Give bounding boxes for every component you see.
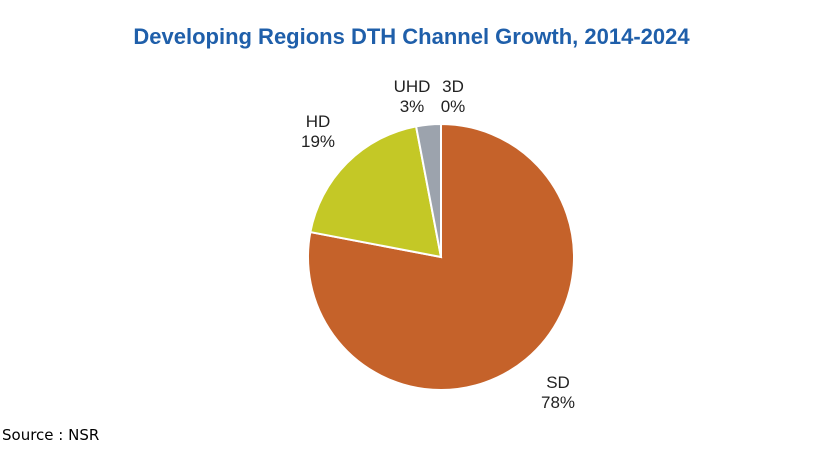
source-note: Source : NSR <box>2 426 100 444</box>
slice-label-sd: SD <box>546 373 570 392</box>
slice-value-label-3d: 0% <box>441 97 466 116</box>
slice-value-label-uhd: 3% <box>400 97 425 116</box>
slice-value-label-sd: 78% <box>541 393 575 412</box>
slice-value-label-hd: 19% <box>301 132 335 151</box>
slice-label-hd: HD <box>306 112 331 131</box>
pie-slice-hd <box>309 125 443 259</box>
slice-label-3d: 3D <box>442 77 464 96</box>
pie-slices <box>307 122 575 391</box>
chart-title: Developing Regions DTH Channel Growth, 2… <box>133 24 690 49</box>
slice-label-uhd: UHD <box>394 77 431 96</box>
pie-slice-uhd <box>414 122 442 258</box>
